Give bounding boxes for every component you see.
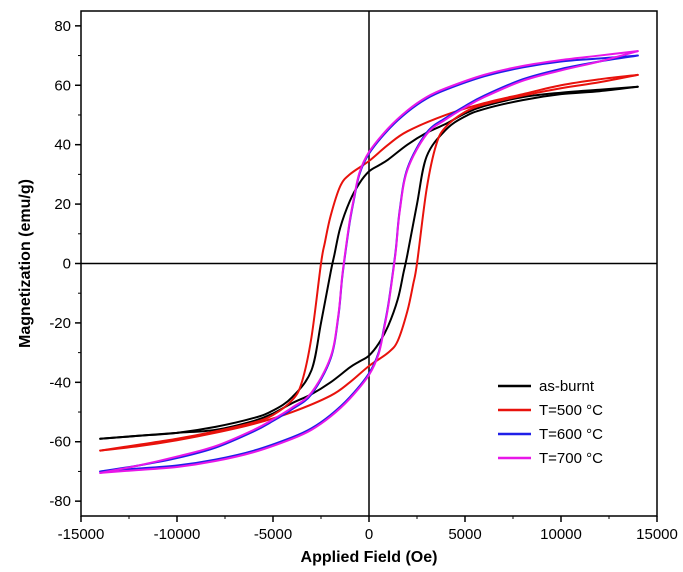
y-tick-label: -60 [49, 434, 71, 451]
legend-label-as-burnt: as-burnt [539, 378, 595, 395]
x-tick-label: -15000 [58, 526, 105, 543]
y-tick-label: -80 [49, 493, 71, 510]
y-tick-label: 40 [54, 137, 71, 154]
legend-item-700c: T=700 °C [498, 450, 603, 467]
x-tick-label: -10000 [154, 526, 201, 543]
legend-label-700c: T=700 °C [539, 450, 603, 467]
series-line-t-500-c-ascending [99, 73, 639, 452]
legend-item-as-burnt: as-burnt [498, 378, 595, 395]
x-axis-title: Applied Field (Oe) [301, 549, 438, 566]
x-tick-label: 15000 [636, 526, 678, 543]
legend-label-500c: T=500 °C [539, 402, 603, 419]
y-tick-label: -20 [49, 315, 71, 332]
legend-item-600c: T=600 °C [498, 426, 603, 443]
series-layer [99, 50, 639, 474]
zero-lines [81, 11, 657, 516]
x-tick-label: 5000 [448, 526, 481, 543]
y-tick-label: 20 [54, 196, 71, 213]
y-tick-label: 60 [54, 77, 71, 94]
series-line-t-700-c-descending [99, 50, 639, 474]
ticks-layer [75, 25, 658, 522]
x-tick-label: 0 [365, 526, 373, 543]
legend-label-600c: T=600 °C [539, 426, 603, 443]
y-tick-label: 80 [54, 18, 71, 35]
legend: as-burnt T=500 °C T=600 °C T=700 °C [498, 378, 603, 467]
tick-labels-layer: -15000 -10000 -5000 0 5000 10000 15000 -80 -60 -4… [49, 18, 678, 543]
y-tick-label: 0 [63, 256, 71, 273]
series-line-t-500-c-descending [99, 73, 639, 452]
series-line-t-700-c-ascending [99, 50, 639, 474]
x-tick-label: 10000 [540, 526, 582, 543]
x-tick-label: -5000 [254, 526, 292, 543]
y-axis-title: Magnetization (emu/g) [17, 179, 34, 348]
y-tick-label: -40 [49, 374, 71, 391]
legend-item-500c: T=500 °C [498, 402, 603, 419]
